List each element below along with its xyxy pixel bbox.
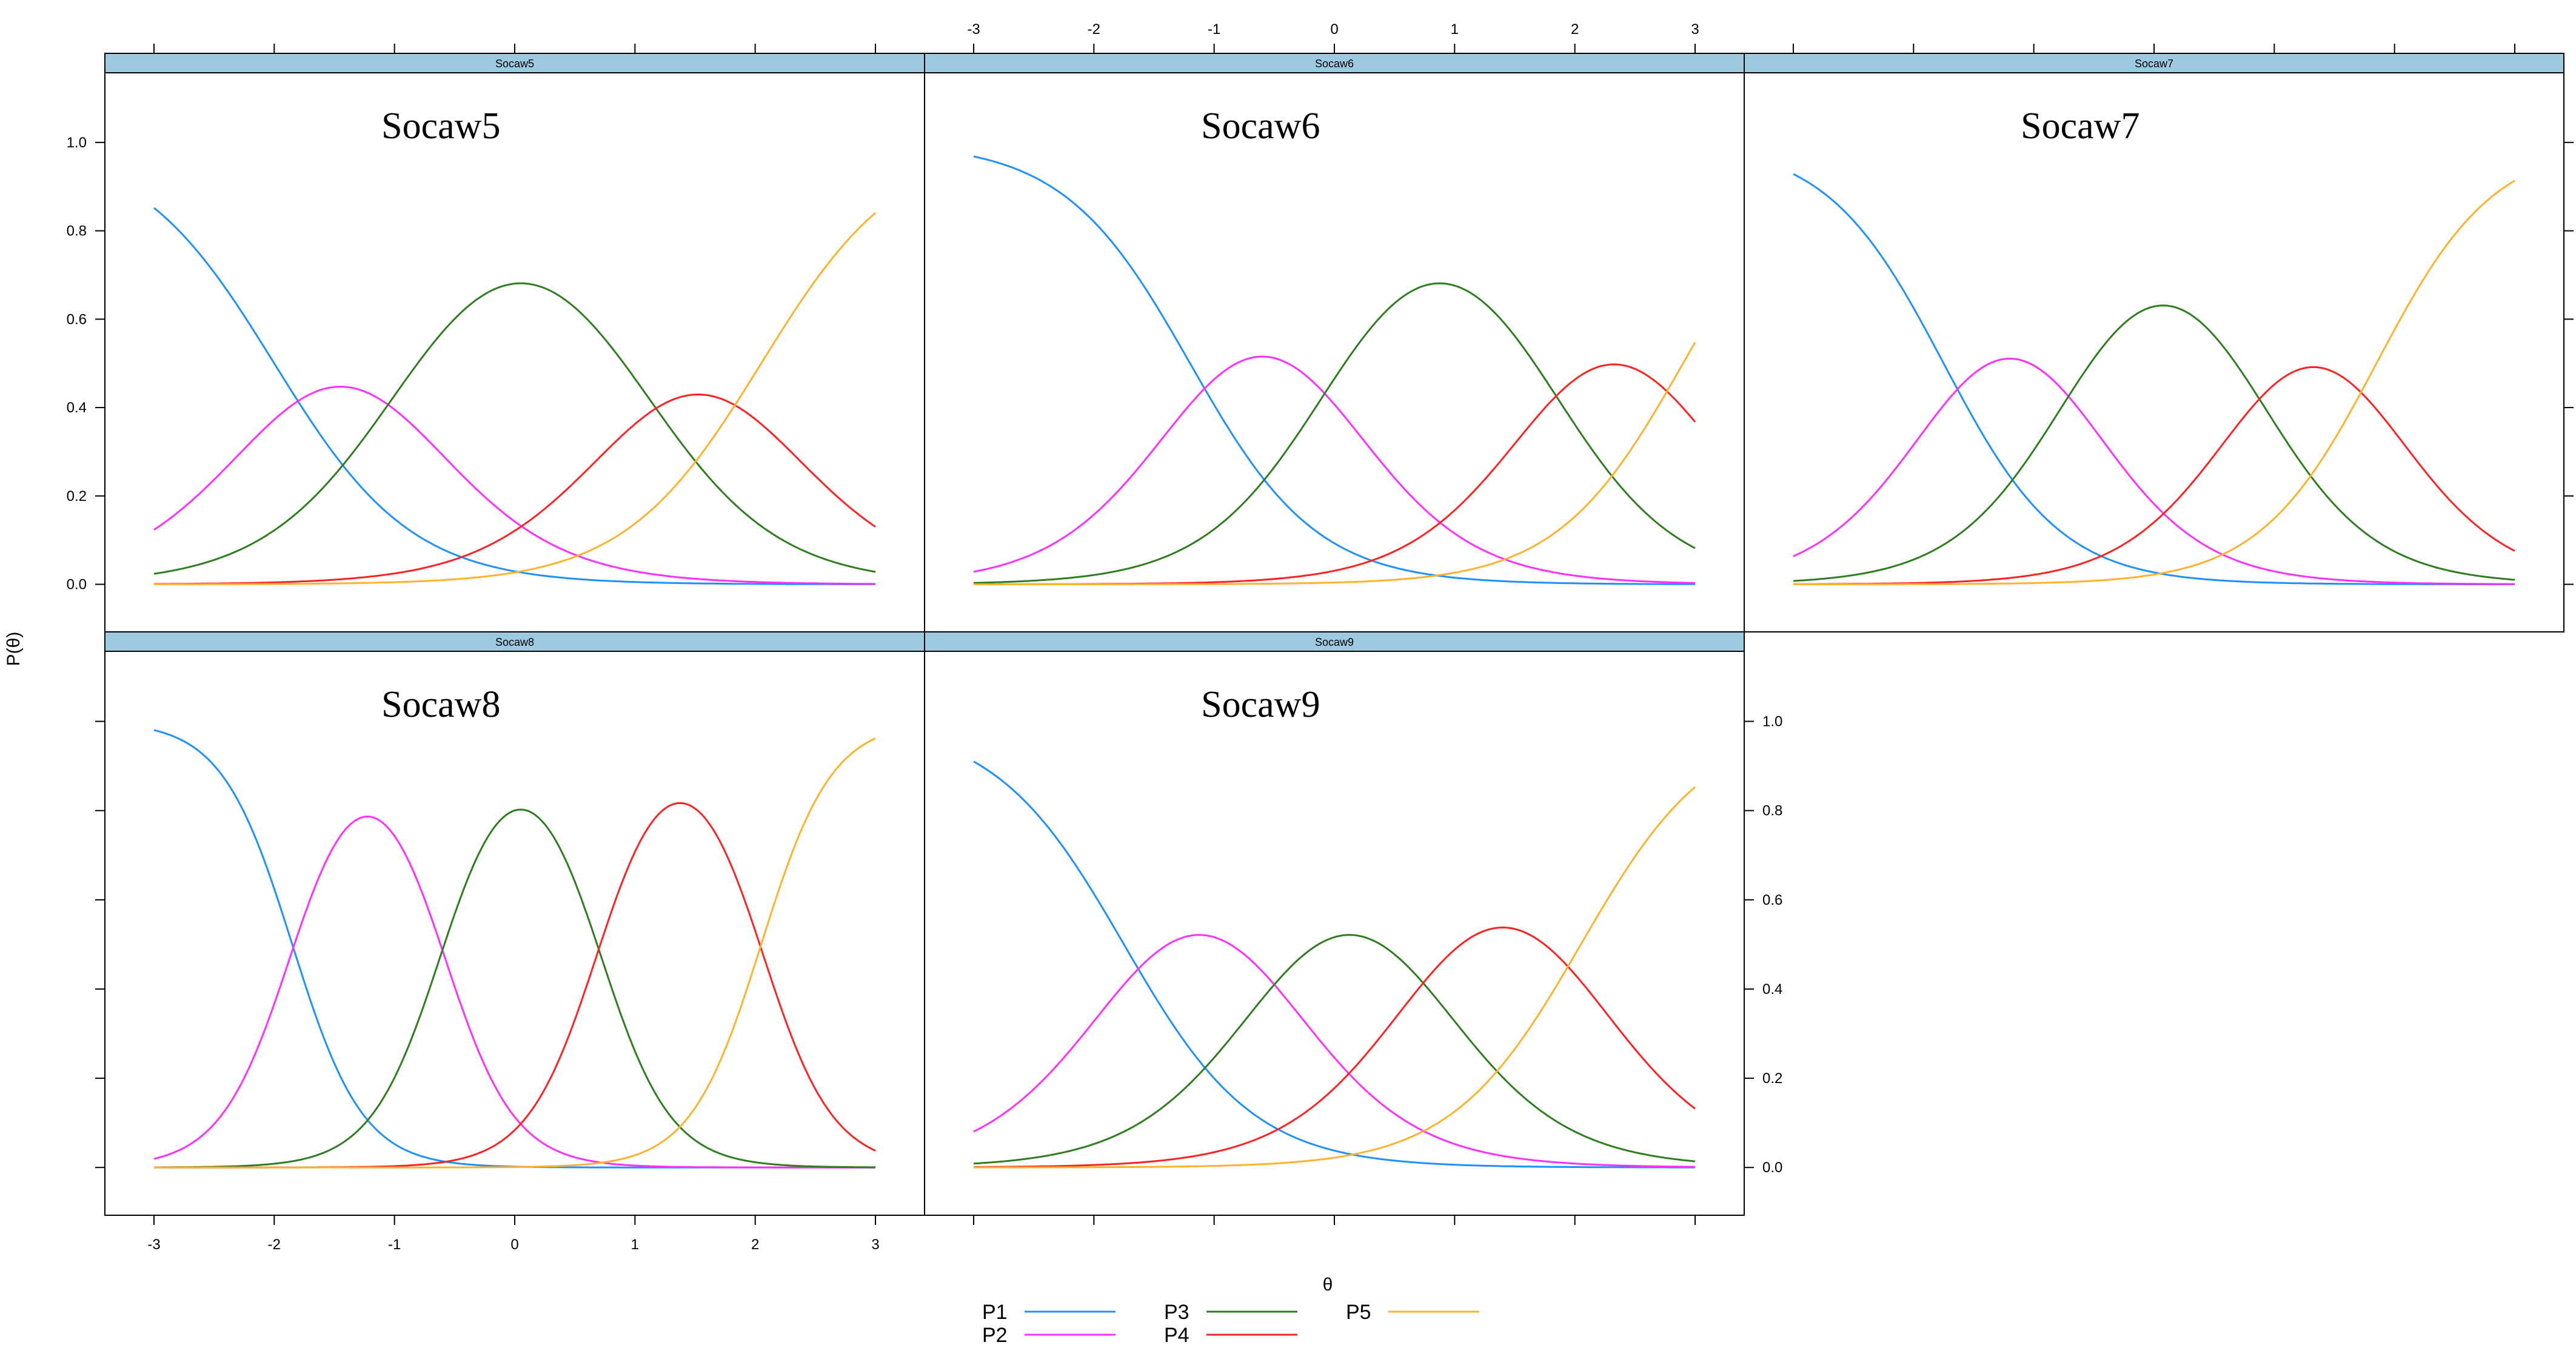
panel-socaw5: Socaw5 Socaw5 <box>104 53 925 632</box>
series-line-p3 <box>153 282 876 575</box>
legend-label-p4: P4 <box>1164 1324 1189 1347</box>
series-line-p5 <box>154 737 876 1169</box>
series-line-p5 <box>973 786 1696 1169</box>
x-tick-label: 3 <box>1691 21 1699 38</box>
series-line-p3 <box>1793 304 2515 582</box>
series-line-p4 <box>154 393 876 585</box>
x-tick-label: -3 <box>967 21 980 38</box>
y-tick-label: 0.4 <box>1762 981 1782 998</box>
series-line-p1 <box>973 155 1695 585</box>
panel-title: Socaw9 <box>1201 684 1320 725</box>
legend-label-p5: P5 <box>1346 1301 1371 1324</box>
series-line-p2 <box>1793 357 2515 585</box>
panel-title: Socaw7 <box>2021 106 2139 147</box>
x-tick-label: -3 <box>147 1236 160 1253</box>
y-tick-label: 0.8 <box>67 223 87 240</box>
panels-layer: Socaw5Socaw5Socaw6Socaw6Socaw7Socaw7Soca… <box>104 53 2564 1216</box>
series-line-p2 <box>153 815 875 1169</box>
panel-border <box>924 651 1745 1216</box>
panel-strip <box>924 631 1745 652</box>
panel-border <box>1744 72 2564 632</box>
panel-socaw7: Socaw7 Socaw7 <box>1744 53 2564 632</box>
series-line-p4 <box>973 926 1696 1169</box>
series-line-p4 <box>1793 366 2515 585</box>
x-tick-label: -2 <box>1088 21 1100 38</box>
x-tick-label: 3 <box>871 1236 879 1253</box>
y-tick-label: 0.8 <box>1762 803 1782 819</box>
y-tick-label: 0.0 <box>1762 1159 1782 1176</box>
legend-label-p2: P2 <box>982 1324 1008 1347</box>
y-axis-title: P(θ) <box>4 632 24 666</box>
x-tick-label: 0 <box>1330 21 1338 38</box>
panel-socaw6: Socaw6 Socaw6 <box>924 53 1745 632</box>
series-line-p4 <box>974 363 1696 585</box>
series-line-p3 <box>973 282 1696 584</box>
panel-strip-label: Socaw6 <box>1315 58 1354 70</box>
panel-title: Socaw5 <box>381 106 500 147</box>
legend-label-p3: P3 <box>1164 1301 1189 1324</box>
panel-strip-label: Socaw7 <box>2135 58 2173 70</box>
panel-strip <box>1744 53 2564 73</box>
series-line-p5 <box>974 341 1696 586</box>
panel-border <box>104 72 925 632</box>
panel-strip-label: Socaw9 <box>1315 636 1354 648</box>
y-tick-label: 0.2 <box>67 488 87 505</box>
x-tick-label: -1 <box>1208 21 1220 38</box>
x-tick-label: 2 <box>751 1236 759 1253</box>
x-tick-label: 0 <box>510 1236 518 1253</box>
series-line-p2 <box>153 386 875 585</box>
panel-title: Socaw8 <box>381 684 500 725</box>
series-line-p3 <box>973 934 1696 1165</box>
panel-strip-label: Socaw5 <box>495 58 534 70</box>
series-line-p1 <box>973 760 1695 1169</box>
panel-socaw8: Socaw8 Socaw8 <box>104 631 925 1216</box>
x-tick-label: -2 <box>268 1236 281 1253</box>
x-tick-label: 1 <box>1451 21 1459 38</box>
panel-strip-label: Socaw8 <box>495 636 534 648</box>
y-tick-label: 0.4 <box>67 400 87 416</box>
y-tick-label: 1.0 <box>1762 714 1782 730</box>
x-axis-title: θ <box>1323 1275 1333 1295</box>
y-tick-label: 0.2 <box>1762 1070 1782 1087</box>
panel-title: Socaw6 <box>1201 106 1320 147</box>
axes-layer: -3 -2 -1 0 1 2 3 -3 -2 -1 0 1 2 3 0.0 0.2 0.4 0.6 0.8 1.0 0.… <box>67 21 2574 1253</box>
x-tick-label: 2 <box>1571 21 1579 38</box>
panel-socaw9: Socaw9 Socaw9 <box>924 631 1745 1216</box>
series-line-p5 <box>1793 179 2515 585</box>
y-tick-label: 0.6 <box>67 311 87 327</box>
series-line-p4 <box>154 802 876 1169</box>
panel-strip <box>104 53 925 73</box>
series-line-p3 <box>154 808 875 1169</box>
series-line-p1 <box>153 207 875 585</box>
series-line-p1 <box>153 729 875 1169</box>
legend-label-p1: P1 <box>982 1301 1008 1324</box>
x-tick-label: -1 <box>388 1236 401 1253</box>
series-line-p2 <box>973 355 1696 584</box>
panel-strip <box>924 53 1745 73</box>
series-line-p5 <box>154 212 876 585</box>
y-tick-label: 0.0 <box>67 577 87 593</box>
x-tick-label: 1 <box>631 1236 639 1253</box>
y-tick-label: 1.0 <box>67 135 87 151</box>
y-tick-label: 0.6 <box>1762 892 1782 908</box>
series-line-p1 <box>1793 173 2515 585</box>
series-line-p2 <box>973 934 1696 1168</box>
